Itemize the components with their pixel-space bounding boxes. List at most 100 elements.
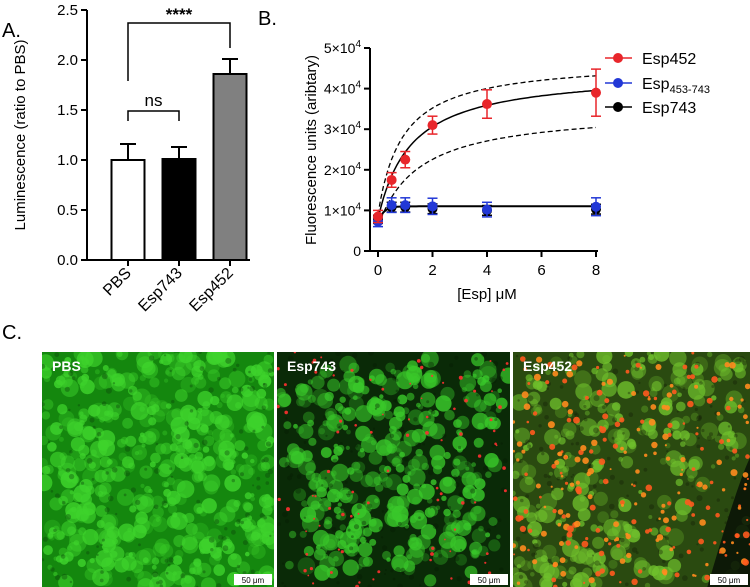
fluor-red-2-56 — [705, 505, 711, 510]
fluor-green-2-108 — [666, 528, 684, 547]
shade-0-72 — [245, 512, 250, 518]
shade-0-66 — [196, 499, 201, 504]
fluor-green-0-460 — [181, 534, 198, 551]
luminescence-bar-chart: 0.0 0.5 1.0 1.5 2.0 2.5 PBS Esp743 Esp452 ns ***… — [12, 2, 250, 315]
fluor-green-2-115 — [568, 352, 574, 358]
fluor-green-2-241 — [549, 397, 562, 410]
fluor-green-2-42 — [648, 515, 653, 519]
shade-0-39 — [53, 528, 57, 532]
shade-0-5 — [256, 485, 261, 490]
shade-0-123 — [111, 467, 118, 473]
fluor-green-0-502 — [97, 490, 104, 497]
fluor-red-2-69 — [737, 506, 742, 510]
fluor-green-1-99 — [483, 393, 497, 406]
fluor-red-2-130 — [576, 360, 583, 367]
fluor-green-0-252 — [218, 449, 231, 462]
fluor-green-2-194 — [574, 370, 592, 388]
fluor-red-1-69 — [453, 528, 457, 531]
fluor-green-0-516 — [104, 410, 110, 416]
fluor-green-2-113 — [731, 456, 736, 461]
fluor-green-1-326 — [470, 505, 486, 522]
fluor-green-0-390 — [171, 408, 183, 420]
y-tick-label-b-exp-2: 4 — [355, 161, 361, 172]
fluor-green-0-465 — [42, 465, 51, 475]
fluor-green-0-243 — [231, 459, 236, 465]
fluor-green-2-275 — [513, 490, 516, 497]
fluor-red-1-5 — [409, 382, 412, 385]
fluor-red-2-180 — [533, 373, 541, 381]
dark-corner-2 — [707, 457, 750, 587]
fluor-green-2-183 — [513, 571, 528, 587]
fluor-red-1-37 — [407, 418, 411, 421]
fluor-red-2-95 — [696, 426, 699, 429]
shade-0-7 — [239, 387, 244, 392]
fluor-green-0-367 — [205, 429, 210, 434]
fluor-green-2-48 — [734, 453, 740, 458]
fluor-green-1-151 — [403, 563, 415, 576]
fluor-green-0-340 — [132, 388, 151, 407]
fluor-green-0-379 — [128, 551, 136, 559]
fluor-green-1-346 — [381, 477, 393, 488]
fluor-green-2-97 — [562, 465, 570, 473]
fluor-red-2-57 — [566, 531, 573, 538]
fluor-green-0-244 — [42, 474, 53, 492]
fluor-red-2-44 — [603, 537, 609, 543]
shade-2-118 — [733, 433, 738, 438]
fluor-green-2-29 — [593, 491, 608, 506]
fluor-green-1-139 — [339, 396, 346, 403]
fluor-red-2-26 — [560, 487, 564, 491]
shade-1-56 — [449, 517, 455, 523]
shade-0-0 — [163, 354, 167, 357]
fluor-green-0-164 — [228, 370, 246, 388]
fluor-red-2-84 — [648, 395, 651, 398]
fluor-green-0-507 — [117, 523, 136, 542]
shade-0-118 — [101, 401, 107, 406]
fluor-green-0-456 — [152, 516, 168, 533]
shade-2-74 — [575, 441, 580, 446]
fluor-red-2-199 — [519, 545, 527, 552]
shade-2-89 — [643, 467, 648, 472]
fluor-red-1-10 — [491, 390, 493, 392]
fluor-green-0-319 — [128, 462, 135, 470]
fluor-green-1-324 — [362, 556, 373, 567]
shade-0-21 — [261, 459, 265, 463]
fluor-green-2-38 — [620, 456, 634, 469]
point-esp452-1 — [386, 174, 397, 185]
shade-2-3 — [642, 567, 646, 571]
fluor-green-0-276 — [136, 496, 154, 514]
fluor-green-1-320 — [435, 505, 441, 511]
shade-2-116 — [570, 475, 573, 478]
fluor-green-0-88 — [43, 545, 53, 556]
fluor-green-0-442 — [166, 477, 175, 486]
shade-2-92 — [564, 475, 568, 479]
fluor-green-0-231 — [176, 480, 195, 498]
fluor-red-2-241 — [662, 433, 669, 440]
y-tick-label-b-base-2: 2×10 — [324, 162, 356, 178]
fluor-green-0-55 — [77, 558, 86, 568]
fluor-red-2-42 — [595, 571, 601, 577]
fluor-green-0-416 — [248, 543, 260, 556]
shade-0-67 — [129, 389, 133, 393]
fluor-green-0-293 — [163, 488, 172, 497]
shade-1-81 — [372, 427, 376, 430]
fluor-green-0-79 — [58, 574, 74, 587]
fluor-green-0-298 — [153, 400, 170, 417]
fluor-red-2-207 — [709, 480, 714, 485]
fluor-green-0-451 — [42, 367, 52, 379]
fluor-green-1-352 — [339, 489, 353, 504]
fluor-green-2-160 — [680, 441, 686, 447]
shade-0-54 — [248, 377, 253, 382]
fluor-red-1-1 — [449, 550, 452, 553]
fluor-red-2-54 — [565, 540, 571, 546]
fluor-green-0-258 — [202, 446, 210, 453]
fluor-red-2-134 — [651, 441, 658, 449]
fluor-green-2-210 — [698, 380, 715, 397]
fluor-red-1-61 — [382, 413, 384, 416]
fluor-red-2-107 — [690, 374, 695, 380]
fluor-red-2-158 — [576, 488, 582, 495]
fluor-red-2-153 — [705, 562, 709, 567]
shade-2-1 — [682, 387, 686, 391]
fluor-red-2-162 — [746, 518, 749, 522]
fluor-red-1-64 — [458, 375, 463, 380]
